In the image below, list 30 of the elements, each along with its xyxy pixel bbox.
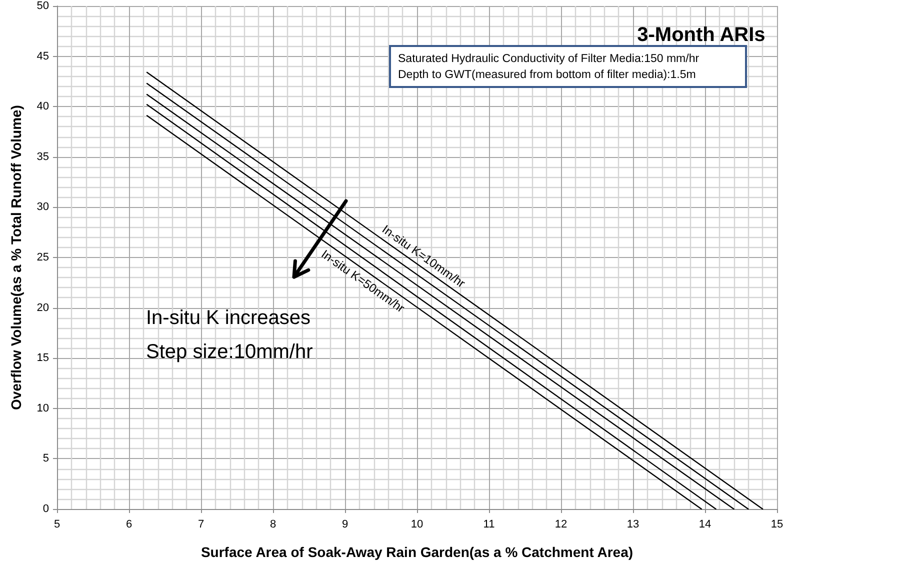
x-tick-label: 8 (270, 518, 276, 530)
x-tick-label: 6 (126, 518, 132, 530)
x-tick-label: 9 (342, 518, 348, 530)
y-tick-label: 35 (36, 150, 49, 163)
x-tick-label: 15 (770, 518, 784, 530)
x-tick-label: 5 (54, 518, 60, 530)
y-tick-label: 5 (42, 452, 49, 465)
text-box: Saturated Hydraulic Conductivity of Filter Media:150 mm/hr Depth to GWT(measured from bottom of filter media):1.5m (389, 45, 747, 88)
x-tick-label: 7 (198, 518, 204, 530)
x-tick-label: 10 (410, 518, 424, 530)
x-axis-title: Surface Area of Soak-Away Rain Garden(as a % Catchment Area) (200, 544, 634, 560)
y-tick-label: 45 (36, 50, 49, 62)
y-tick-label: 40 (36, 100, 49, 113)
x-tick-label: 11 (483, 518, 495, 530)
x-tick-label: 14 (698, 518, 712, 530)
y-tick-label: 25 (36, 252, 49, 264)
y-tick-label: 0 (42, 503, 49, 515)
y-tick-label: 10 (36, 402, 49, 414)
y-axis-title: Overflow Volume(as a % Total Runoff Volume) (8, 105, 24, 410)
text: 3-Month ARIs (637, 24, 766, 46)
y-tick-label: 20 (36, 302, 49, 314)
y-tick-label: 15 (36, 352, 49, 364)
y-tick-label: 30 (36, 201, 49, 214)
annotation: Step size:10mm/hr (146, 340, 313, 365)
annotation: Saturated Hydraulic Conductivity of Filter Media:150 mm/hr (398, 52, 700, 67)
y-tick-label: 50 (36, 0, 49, 12)
x-tick-label: 13 (626, 518, 640, 530)
annotation: In-situ K increases (146, 306, 312, 331)
x-tick-label: 12 (554, 518, 568, 530)
annotation: Depth to GWT(measured from bottom of filter media):1.5m (398, 68, 697, 83)
